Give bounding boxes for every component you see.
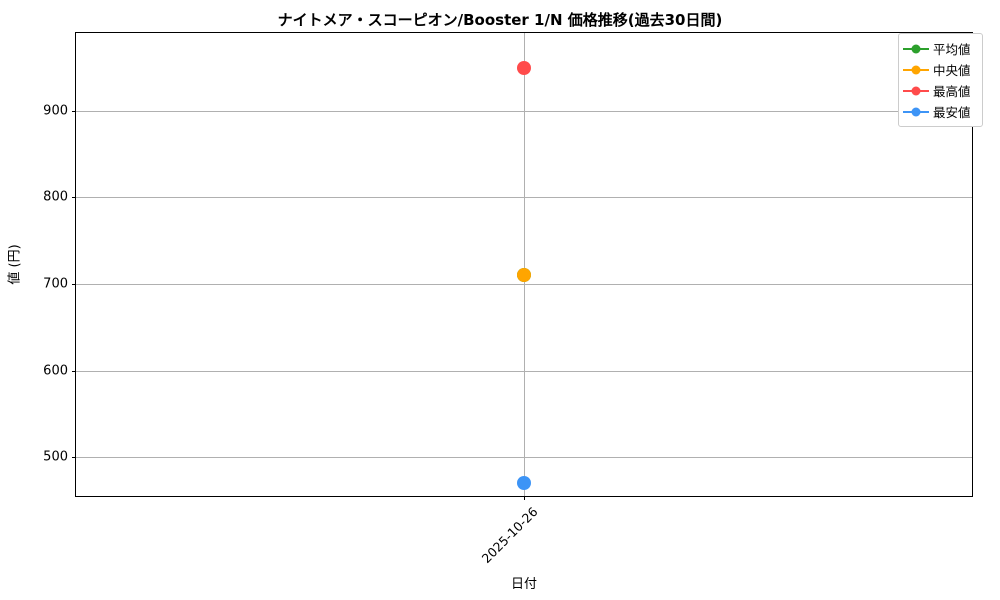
legend-marker-icon bbox=[903, 84, 929, 98]
legend-item-label: 中央値 bbox=[933, 63, 971, 78]
y-tick-mark bbox=[72, 197, 76, 199]
plot-area: 500 600 700 800 900 2025-10-26 bbox=[43, 32, 973, 566]
legend-item[interactable]: 最高値 bbox=[903, 80, 977, 101]
x-gridline bbox=[524, 33, 525, 496]
legend-item-label: 最安値 bbox=[933, 105, 971, 120]
x-tick-label: 2025-10-26 bbox=[478, 504, 541, 566]
y-tick-mark bbox=[72, 457, 76, 459]
chart-legend: 平均値中央値最高値最安値 bbox=[898, 33, 983, 127]
y-tick-mark bbox=[72, 370, 76, 372]
y-tick-label: 700 bbox=[43, 276, 68, 292]
legend-item[interactable]: 最安値 bbox=[903, 101, 977, 122]
y-tick-mark bbox=[72, 283, 76, 285]
chart-title: ナイトメア・スコーピオン/Booster 1/N 価格推移(過去30日間) bbox=[277, 11, 723, 29]
legend-item[interactable]: 中央値 bbox=[903, 59, 977, 80]
y-tick-label: 600 bbox=[43, 363, 68, 378]
y-axis-label: 値 (円) bbox=[4, 32, 23, 497]
y-tick-label: 900 bbox=[43, 103, 68, 119]
legend-item[interactable]: 平均値 bbox=[903, 38, 977, 59]
y-tick-label: 500 bbox=[43, 449, 68, 465]
legend-marker-icon bbox=[903, 105, 929, 119]
y-tick-mark bbox=[72, 110, 76, 112]
data-point-marker bbox=[517, 268, 531, 283]
x-axis-label: 日付 bbox=[510, 577, 537, 592]
data-point-marker bbox=[517, 476, 531, 491]
data-point-marker bbox=[517, 60, 531, 75]
y-axis-label-text: 値 (円) bbox=[7, 244, 23, 285]
legend-marker-icon bbox=[903, 42, 929, 56]
legend-item-label: 平均値 bbox=[933, 42, 971, 57]
legend-item-label: 最高値 bbox=[933, 84, 971, 99]
x-tick-mark bbox=[524, 496, 525, 500]
legend-marker-icon bbox=[903, 63, 929, 77]
y-tick-label: 800 bbox=[43, 189, 68, 205]
